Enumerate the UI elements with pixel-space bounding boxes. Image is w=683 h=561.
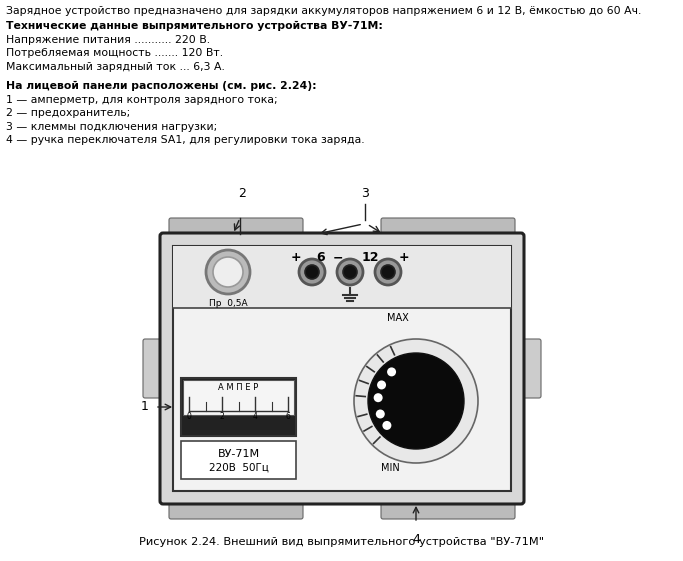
Circle shape: [376, 410, 385, 419]
Text: 6: 6: [285, 412, 290, 421]
FancyBboxPatch shape: [169, 501, 303, 519]
Text: +: +: [291, 251, 301, 264]
Circle shape: [375, 259, 401, 285]
Text: MAX: MAX: [387, 313, 409, 323]
Bar: [181, 378, 296, 436]
Circle shape: [299, 259, 325, 285]
Circle shape: [206, 250, 250, 294]
Text: 12: 12: [361, 251, 379, 264]
Circle shape: [343, 265, 357, 279]
Bar: [173, 246, 511, 491]
Text: 0: 0: [186, 412, 191, 421]
FancyBboxPatch shape: [143, 339, 163, 398]
Bar: [183, 380, 294, 415]
Circle shape: [387, 367, 396, 376]
Circle shape: [377, 380, 386, 389]
Text: MIN: MIN: [380, 463, 400, 473]
Circle shape: [382, 421, 391, 430]
Text: Технические данные выпрямительного устройства ВУ-71М:: Технические данные выпрямительного устро…: [6, 21, 383, 31]
FancyBboxPatch shape: [381, 218, 515, 236]
Text: Пр  0,5А: Пр 0,5А: [209, 299, 247, 308]
Text: 4 — ручка переключателя SA1, для регулировки тока заряда.: 4 — ручка переключателя SA1, для регулир…: [6, 135, 365, 145]
Text: ВУ-71М: ВУ-71М: [217, 449, 260, 459]
Text: −: −: [333, 251, 344, 264]
Text: 220В  50Гц: 220В 50Гц: [208, 463, 268, 473]
Text: 1 — амперметр, для контроля зарядного тока;: 1 — амперметр, для контроля зарядного то…: [6, 94, 277, 104]
Text: 3: 3: [361, 187, 369, 200]
Text: 2 — предохранитель;: 2 — предохранитель;: [6, 108, 130, 118]
Text: 4: 4: [412, 533, 420, 546]
Circle shape: [368, 353, 464, 449]
FancyBboxPatch shape: [160, 233, 524, 504]
Bar: [173, 246, 511, 308]
Circle shape: [381, 265, 395, 279]
Circle shape: [213, 257, 243, 287]
Circle shape: [374, 393, 382, 402]
FancyBboxPatch shape: [381, 501, 515, 519]
Text: Максимальный зарядный ток ... 6,3 А.: Максимальный зарядный ток ... 6,3 А.: [6, 62, 225, 71]
Text: 6: 6: [317, 251, 325, 264]
Text: 2: 2: [220, 412, 225, 421]
Text: +: +: [399, 251, 409, 264]
Text: На лицевой панели расположены (см. рис. 2.24):: На лицевой панели расположены (см. рис. …: [6, 81, 317, 91]
Text: 1: 1: [141, 401, 149, 413]
Text: 3 — клеммы подключения нагрузки;: 3 — клеммы подключения нагрузки;: [6, 122, 217, 131]
Text: 2: 2: [238, 187, 246, 200]
Circle shape: [354, 339, 478, 463]
Text: 4: 4: [253, 412, 257, 421]
Text: А М П Е Р: А М П Е Р: [219, 383, 259, 392]
Text: Рисунок 2.24. Внешний вид выпрямительного устройства "ВУ-71М": Рисунок 2.24. Внешний вид выпрямительног…: [139, 537, 544, 547]
FancyBboxPatch shape: [521, 339, 541, 398]
Circle shape: [305, 265, 319, 279]
Text: Зарядное устройство предназначено для зарядки аккумуляторов напряжением 6 и 12 В: Зарядное устройство предназначено для за…: [6, 6, 641, 16]
Bar: [181, 441, 296, 479]
FancyBboxPatch shape: [169, 218, 303, 236]
Circle shape: [337, 259, 363, 285]
Text: Потребляемая мощность ....... 120 Вт.: Потребляемая мощность ....... 120 Вт.: [6, 48, 223, 58]
Text: Напряжение питания ........... 220 В.: Напряжение питания ........... 220 В.: [6, 34, 210, 44]
